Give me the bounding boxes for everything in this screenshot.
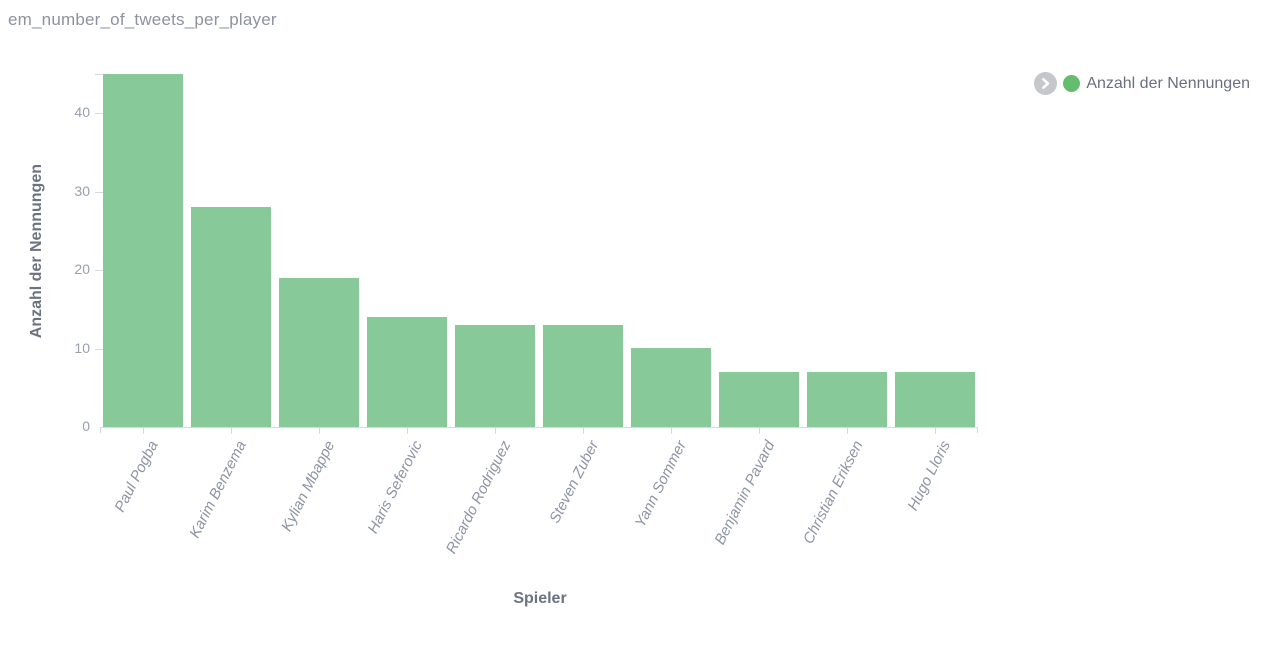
- x-axis-tick: [759, 428, 760, 434]
- bar[interactable]: [895, 372, 975, 427]
- x-category-label-text: Kylian Mbappe: [277, 438, 339, 535]
- x-axis-tick: [231, 428, 232, 434]
- x-category-label-text: Benjamin Pavard: [711, 438, 779, 548]
- x-category-label-text: Haris Seferovic: [364, 438, 427, 537]
- bar[interactable]: [719, 372, 799, 427]
- legend-collapse-button[interactable]: [1034, 72, 1058, 95]
- y-axis-endcap-tick: [95, 74, 103, 75]
- y-axis-tick: [95, 349, 103, 350]
- legend-series-label: Anzahl der Nennungen: [1086, 74, 1250, 92]
- x-category-label-text: Karim Benzema: [186, 438, 251, 541]
- x-category-label-text: Yann Sommer: [631, 438, 691, 531]
- x-axis-tick: [583, 428, 584, 434]
- bar[interactable]: [631, 348, 711, 427]
- legend-series-dot-icon: [1063, 75, 1081, 92]
- x-axis-tick: [935, 428, 936, 434]
- y-tick-label-text: 10: [74, 340, 90, 356]
- x-category-label-text: Ricardo Rodriguez: [442, 438, 515, 557]
- x-category-label-text: Hugo Lloris: [904, 438, 955, 514]
- bar[interactable]: [103, 74, 183, 427]
- bar[interactable]: [543, 325, 623, 427]
- x-axis-end-tick: [100, 427, 101, 433]
- y-tick-label-text: 40: [74, 104, 90, 120]
- x-category-label-text: Paul Pogba: [111, 438, 163, 515]
- bar[interactable]: [367, 317, 447, 427]
- y-axis-tick: [95, 113, 103, 114]
- x-axis-tick: [671, 428, 672, 434]
- x-category-label-text: Steven Zuber: [546, 438, 603, 526]
- x-axis-title: Spieler: [513, 590, 567, 607]
- x-axis-line: [100, 427, 978, 428]
- x-category-label-text: Christian Eriksen: [799, 438, 867, 547]
- y-axis-tick: [95, 192, 103, 193]
- bar[interactable]: [191, 207, 271, 427]
- y-tick-label-text: 0: [82, 418, 90, 434]
- y-tick-label-text: 30: [74, 183, 90, 199]
- x-axis-tick: [495, 428, 496, 434]
- x-axis-tick: [847, 428, 848, 434]
- bar[interactable]: [279, 278, 359, 427]
- bar[interactable]: [807, 372, 887, 427]
- x-axis-tick: [143, 428, 144, 434]
- x-axis-end-tick: [977, 427, 978, 433]
- bar[interactable]: [455, 325, 535, 427]
- chevron-right-icon: [1040, 78, 1051, 89]
- x-axis-tick: [407, 428, 408, 434]
- legend-item[interactable]: Anzahl der Nennungen: [1063, 75, 1250, 93]
- y-axis-tick: [95, 270, 103, 271]
- y-tick-label-text: 20: [74, 261, 90, 277]
- legend: Anzahl der Nennungen: [1034, 72, 1250, 95]
- x-axis-tick: [319, 428, 320, 434]
- chart-title: em_number_of_tweets_per_player: [8, 10, 277, 29]
